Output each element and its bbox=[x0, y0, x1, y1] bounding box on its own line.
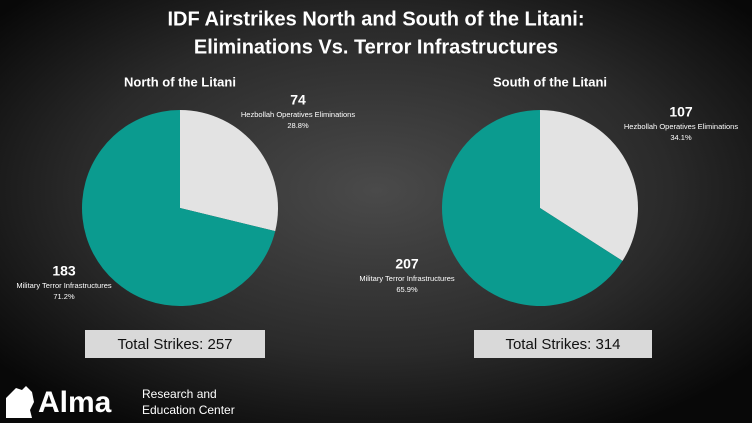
value-label: 74 bbox=[290, 92, 306, 108]
logo-line: Education Center bbox=[142, 403, 235, 417]
category-label: Hezbollah Operatives Eliminations bbox=[241, 110, 355, 119]
title-line: IDF Airstrikes North and South of the Li… bbox=[167, 8, 584, 30]
category-label: Military Terror Infrastructures bbox=[16, 281, 112, 290]
value-label: 107 bbox=[669, 104, 693, 120]
pie-slice bbox=[82, 110, 276, 306]
pie-slice bbox=[180, 110, 278, 232]
value-label: 207 bbox=[395, 256, 419, 272]
total-label: Total Strikes: 314 bbox=[505, 336, 620, 353]
percent-label: 65.9% bbox=[396, 285, 418, 294]
logo-icon bbox=[6, 386, 34, 418]
category-label: Hezbollah Operatives Eliminations bbox=[624, 122, 738, 131]
percent-label: 34.1% bbox=[670, 133, 692, 142]
value-label: 183 bbox=[52, 263, 76, 279]
logo-name: Alma bbox=[38, 386, 112, 419]
pie-slice bbox=[442, 110, 623, 307]
pie-slice bbox=[540, 110, 638, 261]
logo-line: Research and bbox=[142, 387, 217, 401]
title-line: Eliminations Vs. Terror Infrastructures bbox=[194, 36, 558, 58]
total-box bbox=[474, 330, 652, 358]
pie-title: North of the Litani bbox=[124, 74, 236, 89]
category-label: Military Terror Infrastructures bbox=[359, 274, 455, 283]
total-box bbox=[85, 330, 265, 358]
pie-title: South of the Litani bbox=[493, 74, 607, 89]
percent-label: 28.8% bbox=[287, 121, 309, 130]
percent-label: 71.2% bbox=[53, 292, 75, 301]
total-label: Total Strikes: 257 bbox=[117, 336, 232, 353]
